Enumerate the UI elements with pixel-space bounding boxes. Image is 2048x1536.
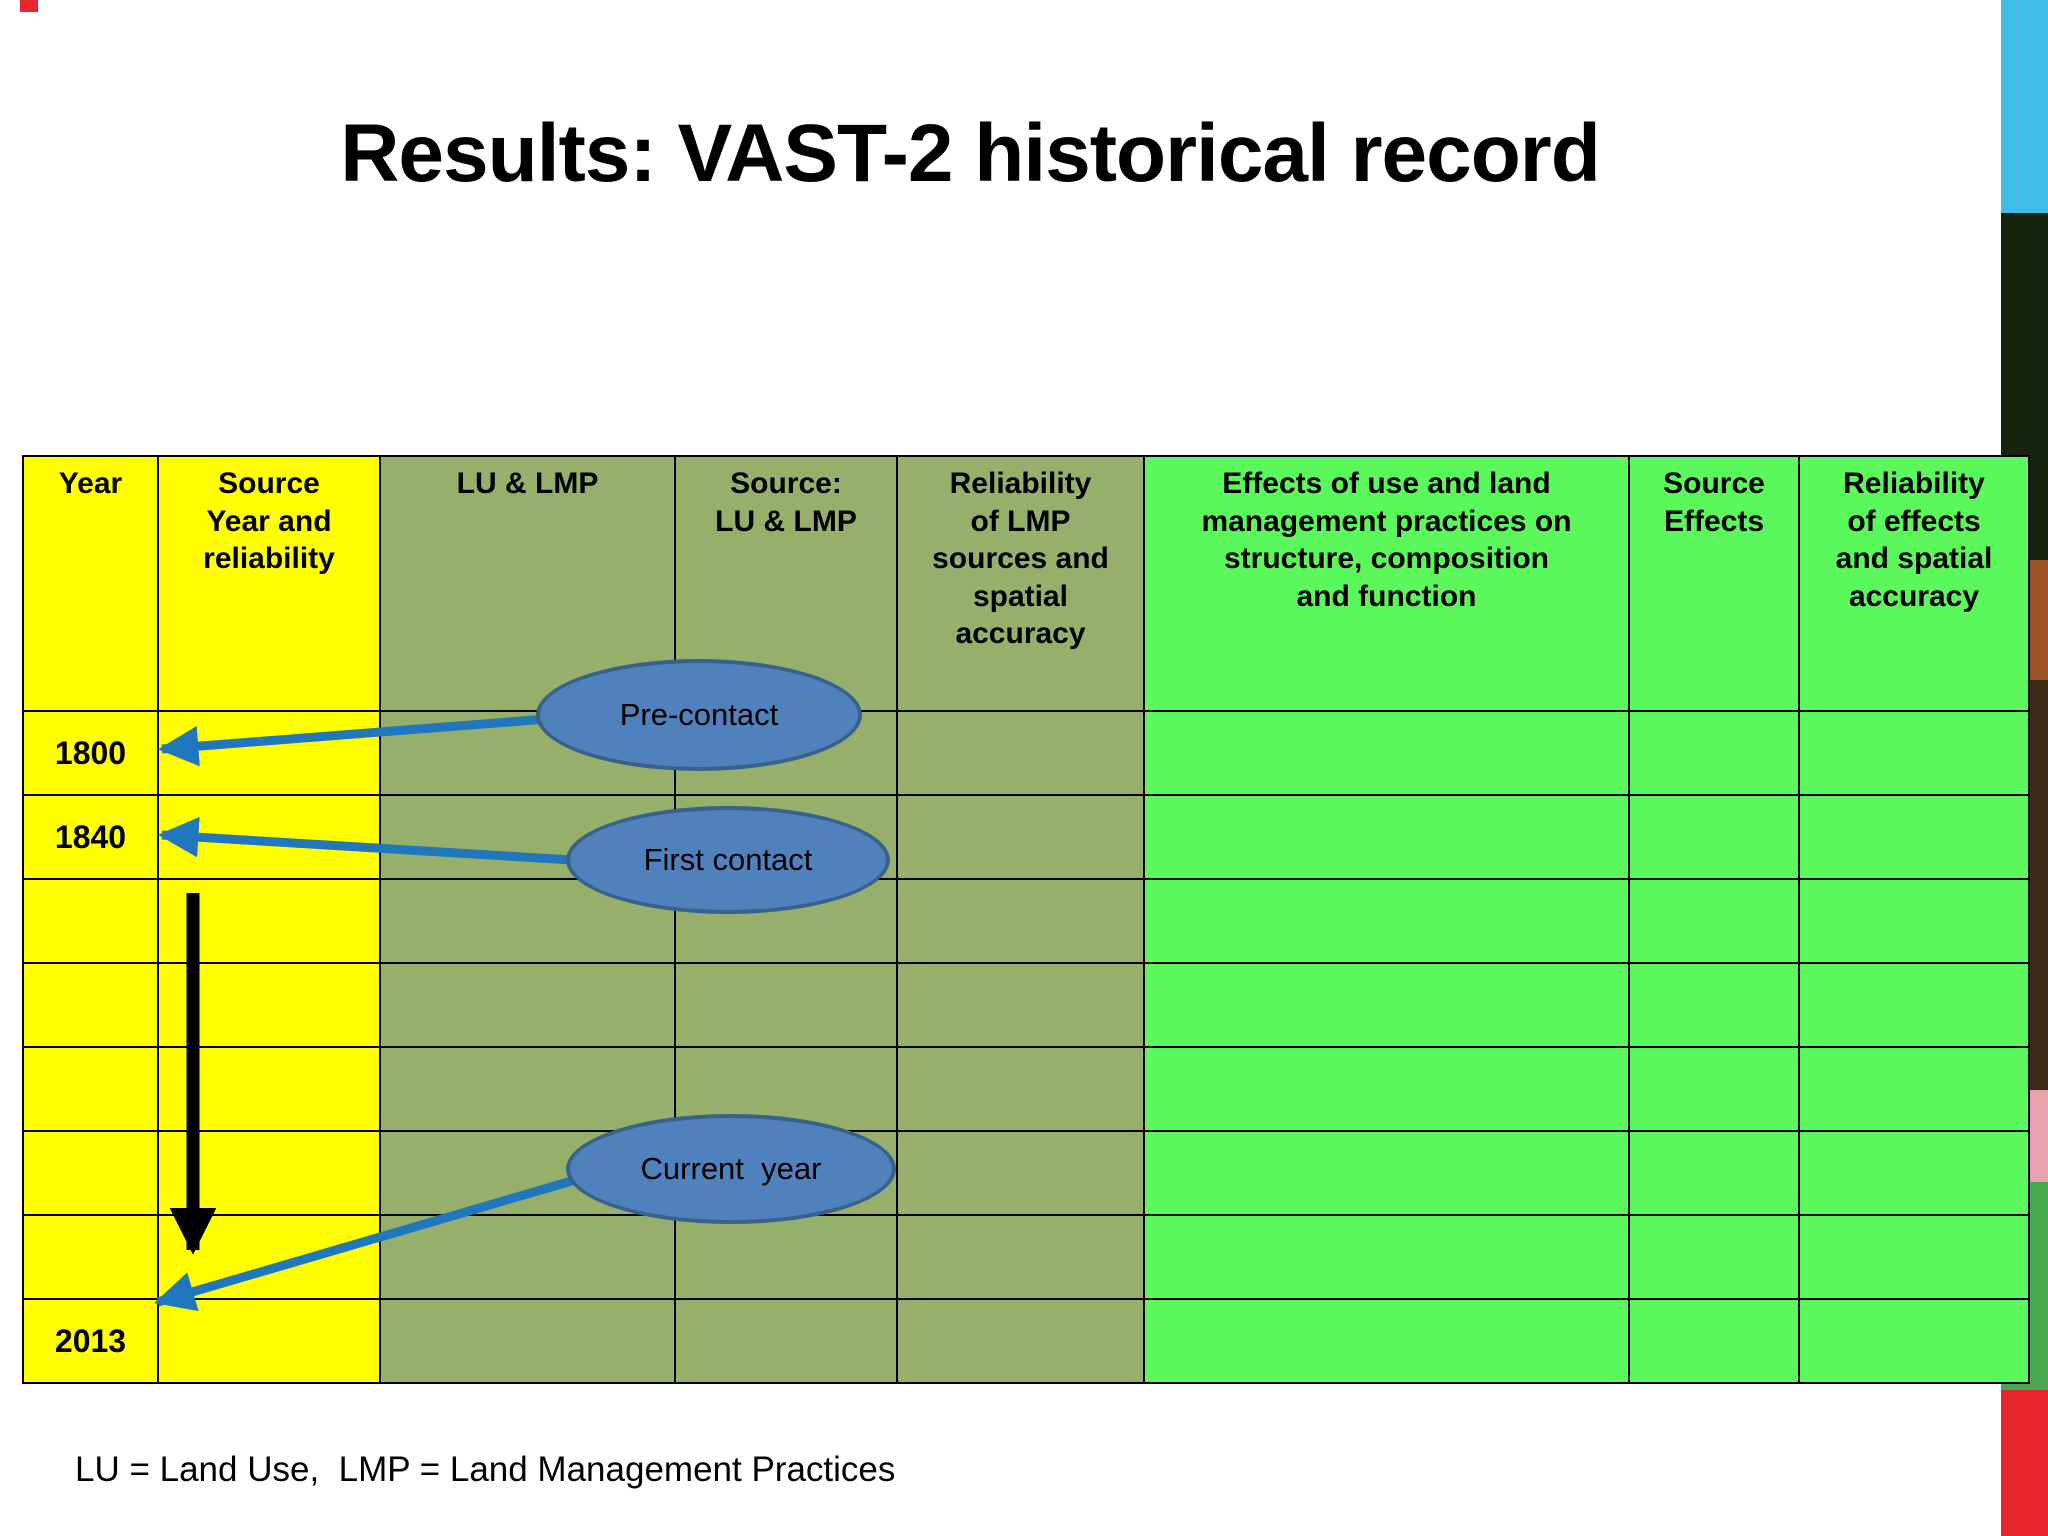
table-row [22, 962, 2030, 1048]
header-year: Year [22, 455, 159, 712]
table-cell [896, 1214, 1145, 1300]
table-row [22, 878, 2030, 964]
table-cell [1628, 1214, 1800, 1300]
table-row [22, 1130, 2030, 1216]
callout-label: Pre-contact [619, 697, 779, 732]
slide-title: Results: VAST-2 historical record [340, 107, 1601, 199]
callout-pre-contact: Pre-contact [536, 659, 862, 771]
table-cell [1143, 1046, 1630, 1132]
table-cell [1628, 1046, 1800, 1132]
table-cell [896, 710, 1145, 796]
table-cell [896, 1298, 1145, 1384]
table-cell [896, 794, 1145, 880]
strip-segment-red [2001, 1390, 2048, 1536]
table-cell [379, 962, 676, 1048]
year-cell-1800: 1800 [22, 710, 159, 796]
table-cell [896, 962, 1145, 1048]
table-cell [379, 1298, 676, 1384]
header-source-effects: Source Effects [1628, 455, 1800, 712]
table-cell [379, 1214, 676, 1300]
table-cell [1628, 1298, 1800, 1384]
table-cell [157, 794, 381, 880]
table-cell [1798, 1298, 2030, 1384]
table-cell [1143, 878, 1630, 964]
table-row [22, 1046, 2030, 1132]
table-row [22, 1214, 2030, 1300]
year-cell [22, 1130, 159, 1216]
header-effects: Effects of use and land management pract… [1143, 455, 1630, 712]
year-cell [22, 962, 159, 1048]
table-cell [157, 710, 381, 796]
table-cell [157, 1298, 381, 1384]
header-reliability-lmp: Reliability of LMP sources and spatial a… [896, 455, 1145, 712]
header-lu-lmp: LU & LMP [379, 455, 676, 712]
table-cell [379, 1046, 676, 1132]
table-row: 1840 [22, 794, 2030, 880]
table-cell [1143, 1130, 1630, 1216]
table-cell [1798, 1046, 2030, 1132]
corner-mark [20, 0, 38, 12]
year-cell [22, 1214, 159, 1300]
table-cell [1798, 878, 2030, 964]
historical-record-table: Year Source Year and reliability LU & LM… [22, 455, 2030, 1384]
table-cell [1628, 962, 1800, 1048]
table-cell [1628, 710, 1800, 796]
table-cell [674, 1214, 898, 1300]
table-cell [1628, 1130, 1800, 1216]
year-cell [22, 878, 159, 964]
table-cell [1628, 794, 1800, 880]
table-cell [1143, 962, 1630, 1048]
callout-label: First contact [643, 842, 813, 877]
table-cell [1798, 962, 2030, 1048]
table-cell [896, 878, 1145, 964]
table-cell [896, 1130, 1145, 1216]
table-row: 2013 [22, 1298, 2030, 1384]
header-reliability-effects: Reliability of effects and spatial accur… [1798, 455, 2030, 712]
year-cell-2013: 2013 [22, 1298, 159, 1384]
table-cell [1143, 710, 1630, 796]
table-cell [1798, 710, 2030, 796]
table-cell [674, 1298, 898, 1384]
legend-footnote: LU = Land Use, LMP = Land Management Pra… [75, 1450, 896, 1489]
strip-segment-skyblue [2001, 0, 2048, 213]
header-row: Year Source Year and reliability LU & LM… [22, 455, 2030, 712]
callout-label: Current year [640, 1151, 822, 1186]
table-row: 1800 [22, 710, 2030, 796]
table-cell [1628, 878, 1800, 964]
year-cell [22, 1046, 159, 1132]
table-cell [1798, 1214, 2030, 1300]
table-cell [157, 1046, 381, 1132]
callout-current-year: Current year [566, 1114, 896, 1224]
header-source-year-reliability: Source Year and reliability [157, 455, 381, 712]
table-cell [1798, 794, 2030, 880]
table-cell [1143, 1298, 1630, 1384]
table-cell [674, 962, 898, 1048]
table-cell [157, 1214, 381, 1300]
table-cell [1798, 1130, 2030, 1216]
table-cell [157, 878, 381, 964]
table-cell [1143, 1214, 1630, 1300]
table-cell [1143, 794, 1630, 880]
year-cell-1840: 1840 [22, 794, 159, 880]
callout-first-contact: First contact [566, 806, 890, 914]
table-cell [157, 1130, 381, 1216]
table-cell [896, 1046, 1145, 1132]
table-cell [157, 962, 381, 1048]
